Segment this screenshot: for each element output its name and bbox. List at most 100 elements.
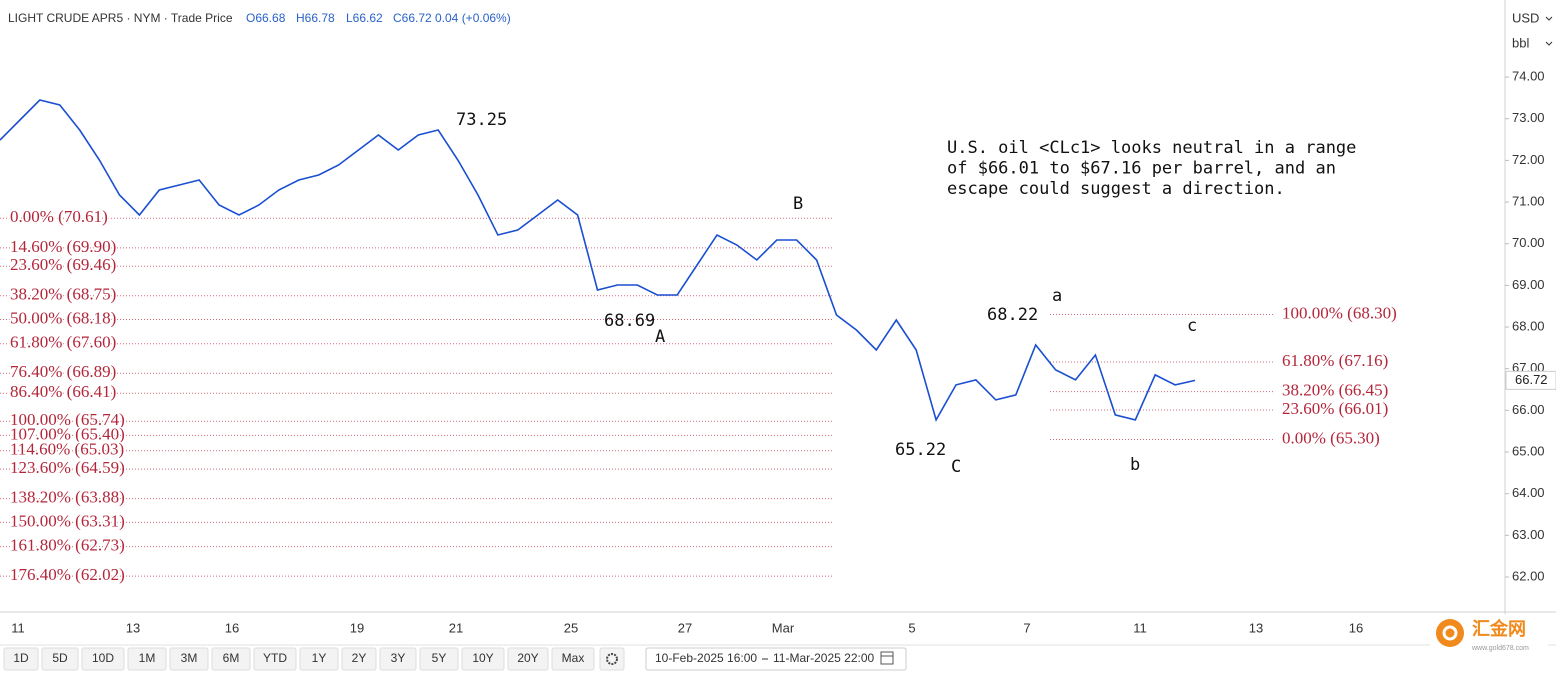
range-button[interactable] [461,647,505,671]
logo-url: www.gold678.com [1471,645,1529,652]
wave-annotation: A [655,327,665,347]
open: O66.68 [246,11,286,25]
fib-label: 150.00% (63.31) [10,511,125,530]
range-button-label[interactable]: 5Y [432,651,447,665]
fib-label: 76.40% (66.89) [10,362,116,381]
range-button-label[interactable]: Max [562,651,585,665]
currency[interactable]: USD [1512,10,1539,25]
fib-label: 23.60% (69.46) [10,255,116,274]
range-button-label[interactable]: 1D [13,651,29,665]
range-button-label[interactable]: 3Y [391,651,406,665]
fib-label: 123.60% (64.59) [10,458,125,477]
range-button[interactable] [253,647,297,671]
logo-icon [1436,619,1464,647]
wave-annotation: 73.25 [456,110,507,130]
range-button-label[interactable]: 10Y [472,651,493,665]
settings-button[interactable] [599,647,625,671]
range-button[interactable] [341,647,377,671]
wave-annotation: 68.69 [604,311,655,331]
fib-label: 161.80% (62.73) [10,535,125,554]
x-tick-label: 11 [11,620,25,635]
fib-label: 114.60% (65.03) [10,440,124,459]
y-tick-label: 70.00 [1512,235,1545,250]
fib-label: 138.20% (63.88) [10,488,125,507]
x-tick-label: 25 [564,620,578,635]
range-button-label[interactable]: 1M [139,651,156,665]
y-tick-label: 64.00 [1512,485,1545,500]
last-price-label: 66.72 [1515,372,1548,387]
x-tick-label: 27 [678,620,692,635]
logo: 汇金网 www.gold678.com [1430,614,1548,654]
range-button[interactable] [3,647,39,671]
range-button[interactable] [551,647,595,671]
range-button-label[interactable]: 2Y [352,651,367,665]
y-tick-label: 63.00 [1512,527,1545,542]
logo-icon-ring [1442,625,1458,641]
high: H66.78 [296,11,335,25]
y-tick-label: 73.00 [1512,110,1545,125]
wave-annotation: c [1187,316,1197,336]
x-tick-label: 13 [1249,620,1263,635]
x-tick-label: 19 [350,620,364,635]
range-button-label[interactable]: 1Y [312,651,327,665]
date-range-box[interactable] [645,647,907,671]
wave-annotation: 65.22 [895,440,946,460]
x-tick-label: Mar [772,620,795,635]
wave-annotation: b [1130,455,1140,475]
fib-label: 14.60% (69.90) [10,237,116,256]
close: C66.72 [393,11,432,25]
fib-label: 107.00% (65.40) [10,424,125,443]
x-tick-label: 16 [1349,620,1363,635]
range-button[interactable] [211,647,251,671]
range-button-label[interactable]: 6M [223,651,240,665]
range-button[interactable] [379,647,417,671]
range-button[interactable] [169,647,209,671]
logo-text: 汇金网 [1472,618,1526,639]
fib-label: 50.00% (68.18) [10,308,116,327]
note-line: U.S. oil <CLc1> looks neutral in a range [947,138,1356,158]
range-button-label[interactable]: 5D [52,651,68,665]
fib-label: 176.40% (62.02) [10,565,125,584]
y-tick-label: 66.00 [1512,402,1545,417]
y-tick-label: 65.00 [1512,443,1545,458]
fib-label: 0.00% (70.61) [10,207,108,226]
fib-label: 0.00% (65.30) [1282,428,1380,447]
wave-annotation: 68.22 [987,305,1038,325]
note-line: escape could suggest a direction. [947,179,1285,199]
wave-annotation: B [793,194,803,214]
fib-label: 86.40% (66.41) [10,382,116,401]
range-button[interactable] [507,647,549,671]
x-tick-label: 13 [126,620,140,635]
range-button-label[interactable]: YTD [263,651,287,665]
wave-annotation: a [1052,286,1062,306]
y-tick-label: 69.00 [1512,277,1545,292]
low: L66.62 [346,11,383,25]
price-line [0,99,1196,422]
range-button[interactable] [127,647,167,671]
x-tick-label: 7 [1023,620,1030,635]
unit[interactable]: bbl [1512,35,1529,50]
range-button[interactable] [41,647,79,671]
y-tick-label: 74.00 [1512,69,1545,84]
symbol: LIGHT CRUDE APR5 · NYM · Trade Price [8,11,233,25]
calendar-icon[interactable] [880,651,894,665]
fib-label: 38.20% (68.75) [10,285,116,304]
range-button-label[interactable]: 20Y [517,651,538,665]
settings-icon[interactable] [606,653,618,665]
y-tick-label: 62.00 [1512,568,1545,583]
y-tick-label: 72.00 [1512,152,1545,167]
range-button-label[interactable]: 3M [181,651,198,665]
dropdown-arrows [1545,16,1553,46]
date-to[interactable]: 11-Mar-2025 22:00 [773,651,875,665]
range-button[interactable] [81,647,125,671]
range-button-label[interactable]: 10D [92,651,114,665]
fib-label: 23.60% (66.01) [1282,399,1388,418]
range-button[interactable] [419,647,459,671]
fib-label: 100.00% (65.74) [10,410,125,429]
range-button[interactable] [299,647,339,671]
x-tick-label: 16 [225,620,239,635]
y-tick-label: 71.00 [1512,193,1545,208]
date-from[interactable]: 10-Feb-2025 16:00 [655,651,757,665]
